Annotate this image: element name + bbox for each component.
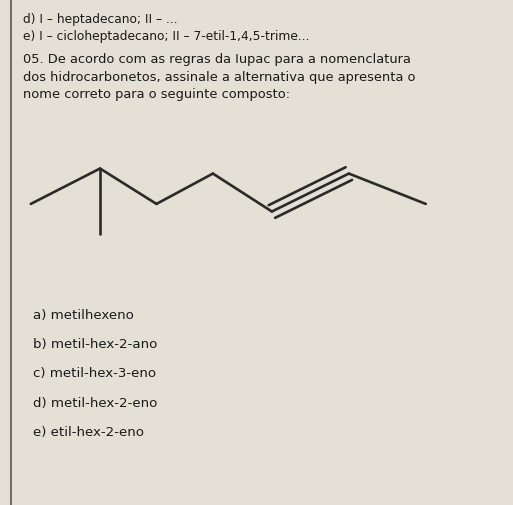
Text: d) metil-hex-2-eno: d) metil-hex-2-eno <box>33 396 157 409</box>
Text: d) I – heptadecano; II – ...: d) I – heptadecano; II – ... <box>23 13 177 26</box>
Text: a) metilhexeno: a) metilhexeno <box>33 308 134 321</box>
Text: e) etil-hex-2-eno: e) etil-hex-2-eno <box>33 425 144 438</box>
Text: 05. De acordo com as regras da Iupac para a nomenclatura
dos hidrocarbonetos, as: 05. De acordo com as regras da Iupac par… <box>23 53 416 101</box>
Text: e) I – cicloheptadecano; II – 7-etil-1,4,5-trime...: e) I – cicloheptadecano; II – 7-etil-1,4… <box>23 30 309 43</box>
Text: b) metil-hex-2-ano: b) metil-hex-2-ano <box>33 337 157 350</box>
Text: c) metil-hex-3-eno: c) metil-hex-3-eno <box>33 367 156 380</box>
